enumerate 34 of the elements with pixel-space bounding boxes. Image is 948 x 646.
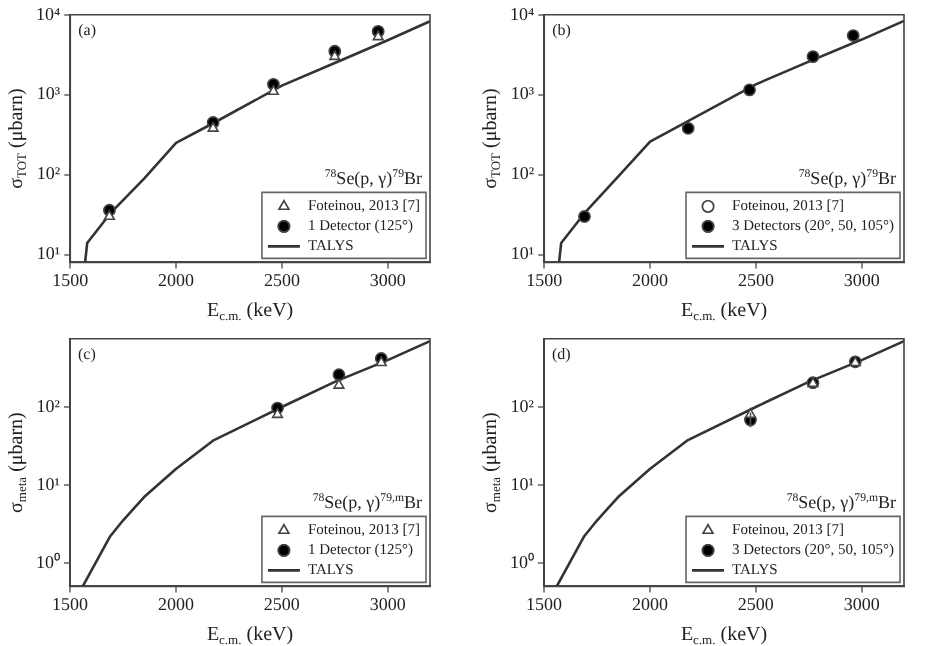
y-tick-label: 10¹: [36, 243, 61, 264]
y-tick-label: 10³: [36, 83, 61, 104]
y-tick-label: 10⁴: [509, 3, 535, 24]
x-tick-label: 2000: [632, 269, 670, 290]
chart-title: (b): [552, 20, 572, 39]
x-tick-label: 2000: [157, 593, 195, 614]
y-tick-label: 10³: [510, 83, 535, 104]
x-tick-label: 1500: [52, 593, 89, 614]
y-tick-label: 10²: [510, 163, 535, 184]
x-tick-label: 1500: [526, 593, 563, 614]
y-tick-label: 10²: [510, 395, 535, 416]
y-tick-label: 10⁰: [36, 551, 60, 572]
x-tick-label: 3000: [369, 269, 407, 290]
x-tick-label: 2000: [158, 269, 196, 290]
x-tick-label: 1500: [52, 269, 90, 290]
y-tick-label: 10²: [36, 163, 61, 184]
chart-title: (c): [78, 344, 97, 363]
chart-title: (a): [78, 20, 97, 39]
x-tick-label: 2500: [737, 269, 775, 290]
x-tick-label: 3000: [843, 593, 881, 614]
y-tick-label: 10⁴: [35, 3, 61, 24]
x-tick-label: 2500: [263, 269, 301, 290]
y-tick-label: 10²: [36, 395, 61, 416]
x-tick-label: 1500: [526, 269, 564, 290]
y-tick-label: 10¹: [36, 473, 61, 494]
y-tick-label: 10¹: [510, 473, 535, 494]
x-tick-label: 2500: [263, 593, 301, 614]
y-tick-label: 10⁰: [510, 551, 534, 572]
x-tick-label: 2500: [737, 593, 775, 614]
y-tick-label: 10¹: [510, 243, 535, 264]
chart-title: (d): [552, 344, 572, 363]
x-tick-label: 3000: [843, 269, 881, 290]
x-tick-label: 3000: [369, 593, 407, 614]
x-tick-label: 2000: [631, 593, 669, 614]
